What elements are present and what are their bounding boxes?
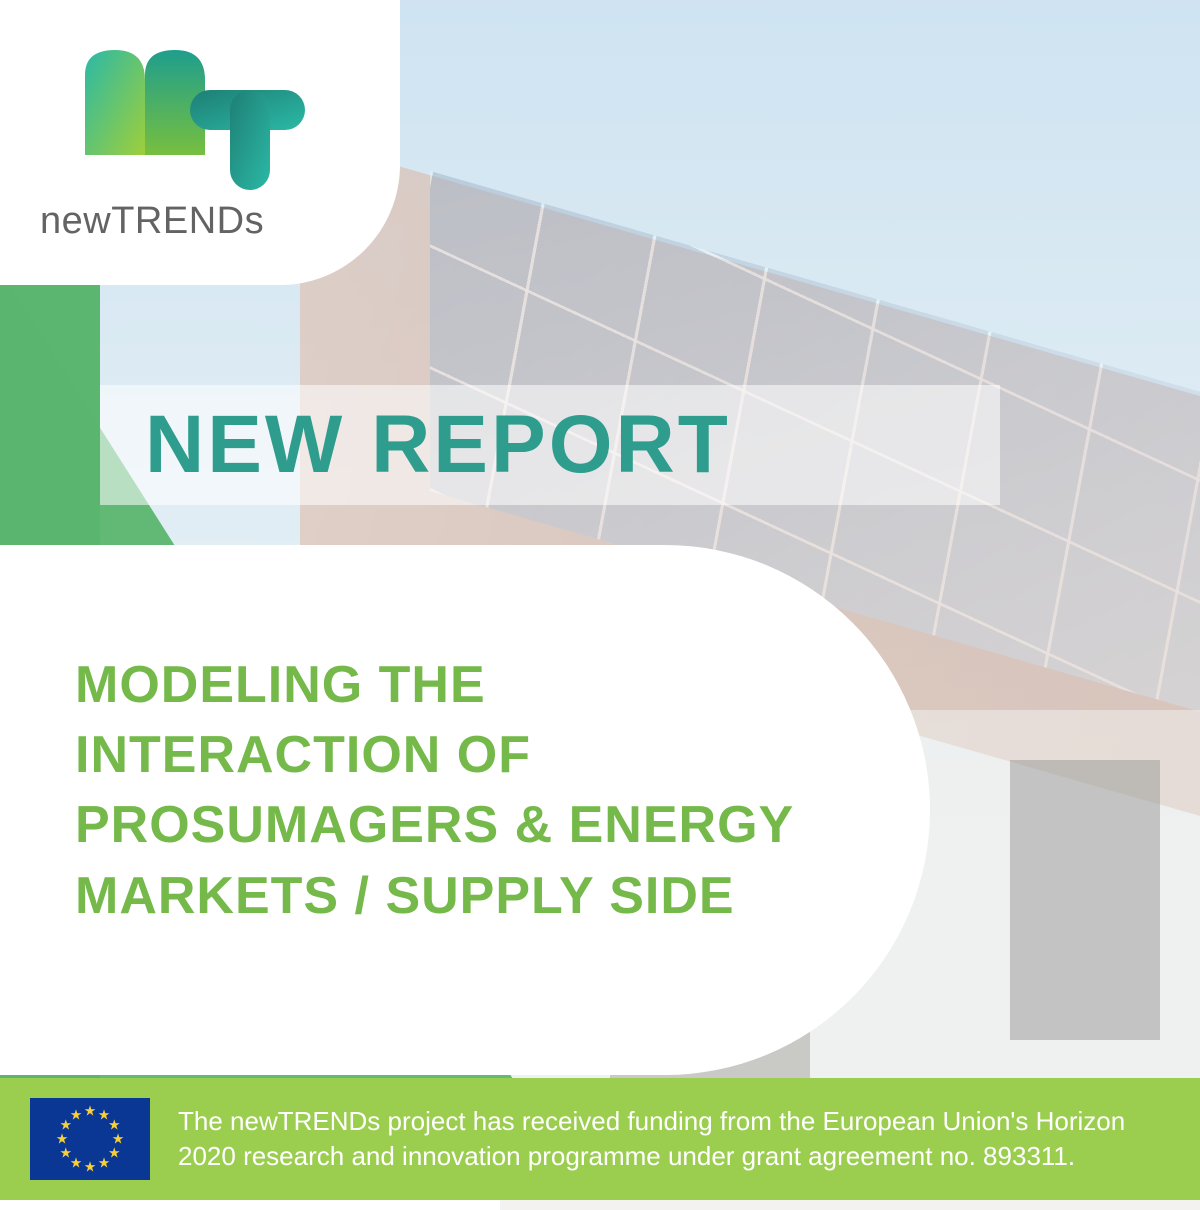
footer-funding-text: The newTRENDs project has received fundi…	[178, 1104, 1170, 1174]
footer-bar: ★★★★★★★★★★★★ The newTRENDs project has r…	[0, 1078, 1200, 1200]
eu-flag-icon: ★★★★★★★★★★★★	[30, 1098, 150, 1180]
eu-star-icon: ★	[84, 1159, 97, 1176]
logo-text: newTRENDs	[40, 200, 370, 243]
eu-star-icon: ★	[70, 1106, 83, 1123]
logo-mark-icon	[70, 40, 320, 190]
subtitle-card: MODELING THE INTERACTION OF PROSUMAGERS …	[0, 545, 930, 1075]
report-badge-label: NEW REPORT	[145, 398, 731, 492]
infographic-canvas: newTRENDs NEW REPORT MODELING THE INTERA…	[0, 0, 1200, 1200]
eu-star-icon: ★	[98, 1155, 111, 1172]
eu-star-icon: ★	[84, 1103, 97, 1120]
subtitle-text: MODELING THE INTERACTION OF PROSUMAGERS …	[75, 650, 820, 931]
logo-card: newTRENDs	[0, 0, 400, 285]
report-badge: NEW REPORT	[100, 385, 1000, 505]
